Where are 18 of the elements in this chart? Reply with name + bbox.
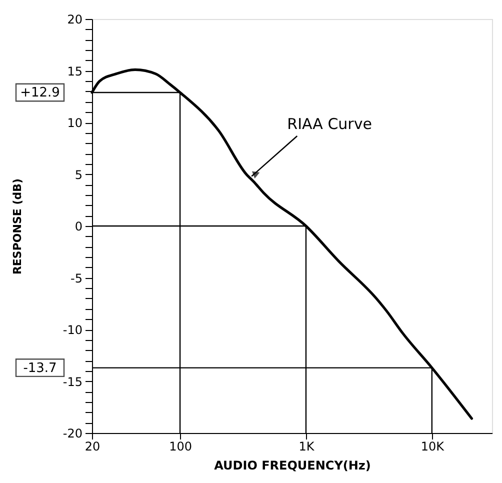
x-tick-label: 10K xyxy=(420,440,446,454)
y-tick-label: 15 xyxy=(67,64,82,78)
y-tick-label: 0 xyxy=(74,220,82,234)
x-axis-title: AUDIO FREQUENCY(Hz) xyxy=(214,458,371,472)
x-tick-label: 1K xyxy=(298,440,316,454)
x-tick-label: 100 xyxy=(169,440,192,454)
y-tick-label: -5 xyxy=(70,271,82,286)
y-tick-label: 5 xyxy=(74,168,82,182)
ref-line-label: +12.9 xyxy=(20,85,60,100)
ref-line-label: -13.7 xyxy=(23,360,57,376)
annotation: RIAA Curve xyxy=(287,114,372,133)
y-axis-title: RESPONSE (dB) xyxy=(10,178,24,275)
y-tick-label: -15 xyxy=(62,374,82,389)
y-tick-label: 20 xyxy=(67,12,82,26)
x-tick-label: 20 xyxy=(84,440,100,454)
y-tick-label: 10 xyxy=(67,116,82,130)
y-tick-label: -20 xyxy=(62,426,82,440)
y-tick-label: -10 xyxy=(62,323,82,337)
